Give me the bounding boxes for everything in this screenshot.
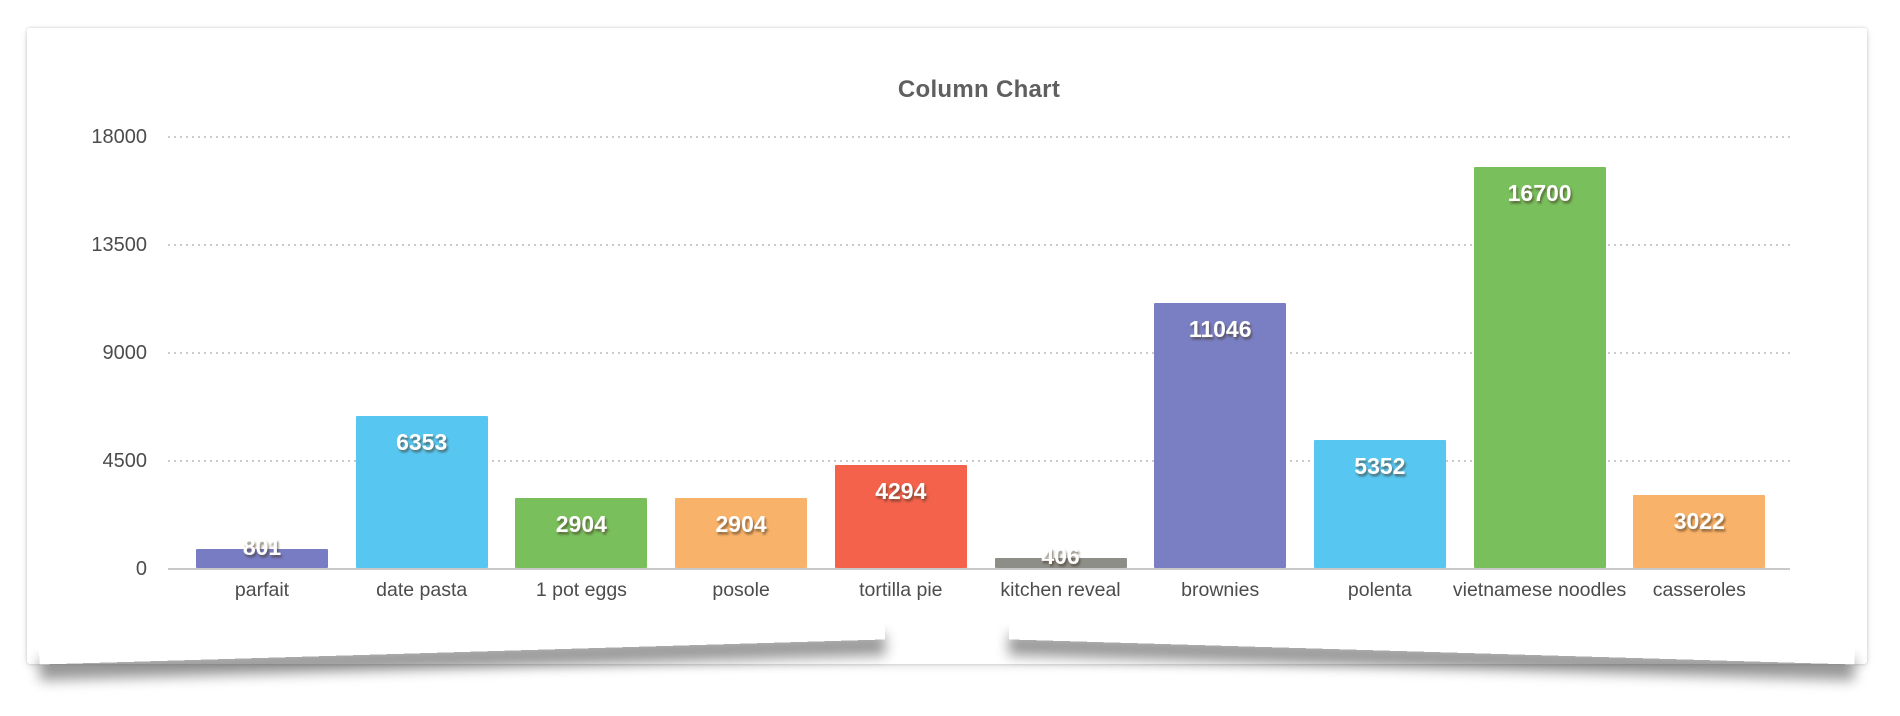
bar-parfait[interactable]	[196, 548, 328, 568]
bar-kitchen-reveal[interactable]	[994, 558, 1127, 568]
gridline	[168, 136, 1790, 138]
bar-value-label: 16700	[1507, 180, 1572, 207]
x-axis-label: posole	[712, 579, 770, 601]
bar-value-label: 6353	[396, 428, 448, 455]
y-axis-tick-label: 13500	[91, 234, 147, 256]
x-axis-label: casseroles	[1652, 579, 1746, 601]
x-axis-label: date pasta	[376, 579, 468, 601]
y-axis-tick-label: 9000	[102, 342, 148, 364]
x-axis-label: 1 pot eggs	[535, 579, 627, 601]
bar-1-pot-eggs[interactable]	[515, 498, 648, 568]
y-axis-tick-label: 0	[135, 558, 147, 580]
x-axis-label: brownies	[1181, 579, 1260, 601]
gridline	[168, 352, 1790, 354]
bar-brownies[interactable]	[1154, 302, 1287, 568]
x-axis-label: polenta	[1347, 579, 1412, 601]
x-axis-label: tortilla pie	[859, 579, 943, 601]
bar-vietnamese-noodles[interactable]	[1473, 167, 1606, 568]
gridline	[168, 460, 1790, 462]
bar-tortilla-pie[interactable]	[834, 464, 967, 568]
bar-date-pasta[interactable]	[355, 415, 488, 568]
x-axis-label: parfait	[234, 579, 290, 601]
gridline	[168, 244, 1790, 246]
bar-value-label: 2904	[555, 511, 607, 538]
bar-value-label: 3022	[1673, 508, 1725, 535]
bar-value-label: 4294	[875, 477, 927, 504]
bar-polenta[interactable]	[1313, 439, 1446, 568]
bar-value-label: 2904	[715, 511, 767, 538]
plot-area: 0 4500 9000 13500 18000 801 parfait 6353 date pa…	[27, 28, 1867, 664]
bar-value-label: 406	[1041, 543, 1080, 570]
chart-title: Column Chart	[897, 76, 1061, 103]
bar-value-label: 11046	[1188, 315, 1252, 342]
chart-card: Column Chart 0 4500 9000 13500 18000 801 parfa…	[27, 28, 1867, 664]
bar-casseroles[interactable]	[1633, 495, 1766, 568]
y-axis-tick-label: 4500	[102, 450, 148, 472]
x-axis-line	[168, 568, 1790, 570]
x-axis-label: vietnamese noodles	[1452, 579, 1627, 601]
bar-value-label: 801	[242, 533, 282, 560]
y-axis-tick-label: 18000	[91, 126, 147, 148]
bar-posole[interactable]	[675, 498, 808, 568]
bar-value-label: 5352	[1354, 452, 1406, 479]
x-axis-label: kitchen reveal	[1000, 579, 1121, 601]
